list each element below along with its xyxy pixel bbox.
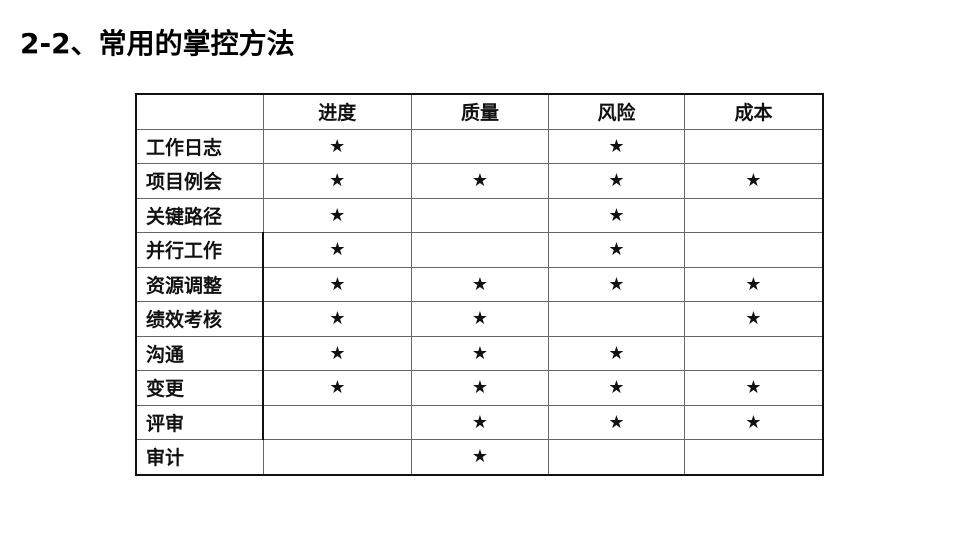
control-methods-table: 进度 质量 风险 成本 工作日志 ★ ★ 项目例会 ★ ★ ★ ★ 关键路径 ★ ★ 并行工作 ★ ★ 资源… <box>135 93 824 476</box>
star-icon: ★ <box>684 404 824 440</box>
table-row: 关键路径 ★ ★ <box>135 197 824 233</box>
table-row: 资源调整 ★ ★ ★ ★ <box>135 266 824 302</box>
table-row: 评审 ★ ★ ★ <box>135 404 824 440</box>
star-icon: ★ <box>262 163 412 199</box>
table-row: 工作日志 ★ ★ <box>135 128 824 164</box>
row-label: 关键路径 <box>135 197 264 233</box>
star-icon: ★ <box>548 128 685 164</box>
star-icon: ★ <box>262 128 412 164</box>
table-row: 沟通 ★ ★ ★ <box>135 335 824 371</box>
star-icon: ★ <box>262 301 412 337</box>
star-icon: ★ <box>684 301 824 337</box>
table-row: 变更 ★ ★ ★ ★ <box>135 370 824 406</box>
slide-title: 2-2、常用的掌控方法 <box>20 27 295 60</box>
star-icon: ★ <box>548 370 685 406</box>
empty-cell <box>548 439 685 475</box>
star-icon: ★ <box>548 404 685 440</box>
row-label: 审计 <box>135 439 264 475</box>
row-label: 并行工作 <box>135 232 264 268</box>
header-schedule: 进度 <box>262 93 412 130</box>
row-label: 工作日志 <box>135 128 264 164</box>
row-label: 评审 <box>135 404 264 440</box>
star-icon: ★ <box>262 266 412 302</box>
empty-cell <box>684 197 824 233</box>
table-header-row: 进度 质量 风险 成本 <box>135 93 824 130</box>
empty-cell <box>411 232 549 268</box>
row-label: 项目例会 <box>135 163 264 199</box>
row-label: 资源调整 <box>135 266 264 302</box>
table-row: 绩效考核 ★ ★ ★ <box>135 301 824 337</box>
header-quality: 质量 <box>411 93 549 130</box>
empty-cell <box>411 197 549 233</box>
row-label: 绩效考核 <box>135 301 264 337</box>
table-row: 项目例会 ★ ★ ★ ★ <box>135 163 824 199</box>
star-icon: ★ <box>411 404 549 440</box>
star-icon: ★ <box>411 163 549 199</box>
star-icon: ★ <box>411 266 549 302</box>
star-icon: ★ <box>548 266 685 302</box>
empty-cell <box>262 404 412 440</box>
empty-cell <box>684 128 824 164</box>
star-icon: ★ <box>411 439 549 475</box>
header-risk: 风险 <box>548 93 685 130</box>
row-label: 变更 <box>135 370 264 406</box>
star-icon: ★ <box>684 266 824 302</box>
row-label: 沟通 <box>135 335 264 371</box>
star-icon: ★ <box>262 197 412 233</box>
star-icon: ★ <box>548 163 685 199</box>
star-icon: ★ <box>548 335 685 371</box>
empty-cell <box>262 439 412 475</box>
star-icon: ★ <box>684 163 824 199</box>
star-icon: ★ <box>262 335 412 371</box>
empty-cell <box>684 439 824 475</box>
star-icon: ★ <box>548 232 685 268</box>
star-icon: ★ <box>548 197 685 233</box>
star-icon: ★ <box>411 370 549 406</box>
empty-cell <box>684 232 824 268</box>
star-icon: ★ <box>411 335 549 371</box>
empty-cell <box>411 128 549 164</box>
table-row: 审计 ★ <box>135 439 824 475</box>
star-icon: ★ <box>684 370 824 406</box>
empty-cell <box>684 335 824 371</box>
empty-cell <box>548 301 685 337</box>
header-cost: 成本 <box>684 93 824 130</box>
table-row: 并行工作 ★ ★ <box>135 232 824 268</box>
star-icon: ★ <box>262 232 412 268</box>
star-icon: ★ <box>262 370 412 406</box>
header-corner <box>135 93 264 130</box>
star-icon: ★ <box>411 301 549 337</box>
